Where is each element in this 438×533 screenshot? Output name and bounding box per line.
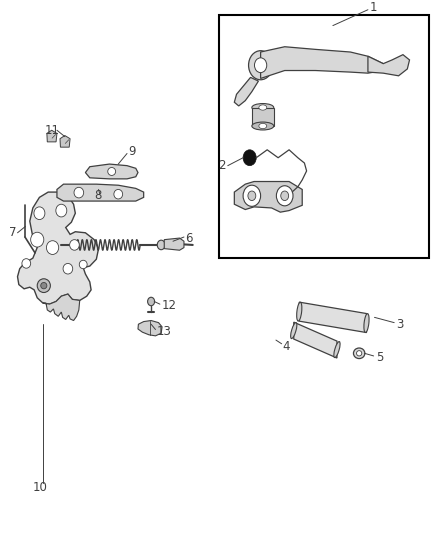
- Bar: [252, 108, 274, 126]
- Ellipse shape: [46, 241, 59, 254]
- Ellipse shape: [248, 191, 256, 200]
- Text: 8: 8: [94, 189, 102, 203]
- Text: 12: 12: [161, 299, 176, 312]
- Text: 13: 13: [156, 325, 171, 337]
- Ellipse shape: [37, 279, 50, 293]
- Ellipse shape: [56, 204, 67, 217]
- Ellipse shape: [259, 105, 267, 110]
- Polygon shape: [60, 135, 70, 147]
- Ellipse shape: [243, 185, 261, 206]
- Ellipse shape: [249, 51, 272, 80]
- Polygon shape: [368, 55, 410, 76]
- Ellipse shape: [364, 313, 369, 333]
- Ellipse shape: [357, 351, 362, 356]
- Ellipse shape: [22, 259, 31, 268]
- Polygon shape: [47, 130, 57, 142]
- Polygon shape: [18, 192, 99, 304]
- Polygon shape: [261, 47, 383, 78]
- Ellipse shape: [157, 240, 165, 249]
- Polygon shape: [43, 294, 80, 320]
- Ellipse shape: [114, 189, 123, 199]
- Bar: [219, 15, 429, 258]
- Ellipse shape: [259, 123, 267, 128]
- Text: 9: 9: [128, 145, 135, 158]
- Ellipse shape: [276, 185, 293, 206]
- Text: 11: 11: [45, 124, 60, 137]
- Text: 4: 4: [283, 341, 290, 353]
- Ellipse shape: [243, 150, 256, 166]
- Text: 7: 7: [9, 227, 16, 239]
- Ellipse shape: [254, 58, 267, 72]
- Text: 6: 6: [185, 231, 192, 245]
- Ellipse shape: [70, 240, 79, 250]
- Text: 3: 3: [396, 318, 404, 330]
- Ellipse shape: [63, 263, 73, 274]
- Ellipse shape: [31, 232, 44, 247]
- Ellipse shape: [281, 191, 289, 200]
- Ellipse shape: [34, 207, 45, 220]
- Ellipse shape: [148, 297, 155, 306]
- Polygon shape: [299, 302, 367, 333]
- Ellipse shape: [334, 342, 340, 358]
- Text: 10: 10: [33, 481, 48, 494]
- Ellipse shape: [108, 167, 116, 175]
- Polygon shape: [234, 77, 258, 106]
- Polygon shape: [164, 238, 184, 250]
- Ellipse shape: [41, 282, 47, 289]
- Ellipse shape: [353, 348, 365, 359]
- Text: 2: 2: [218, 159, 226, 172]
- Ellipse shape: [252, 103, 274, 111]
- Ellipse shape: [79, 260, 87, 269]
- Ellipse shape: [252, 122, 274, 130]
- Text: 5: 5: [376, 351, 383, 364]
- Ellipse shape: [291, 322, 297, 338]
- Polygon shape: [85, 164, 138, 179]
- Text: 1: 1: [370, 1, 378, 13]
- Polygon shape: [234, 182, 302, 212]
- Polygon shape: [294, 322, 337, 358]
- Polygon shape: [138, 320, 162, 336]
- Ellipse shape: [297, 302, 302, 321]
- Ellipse shape: [74, 187, 84, 198]
- Polygon shape: [57, 184, 144, 201]
